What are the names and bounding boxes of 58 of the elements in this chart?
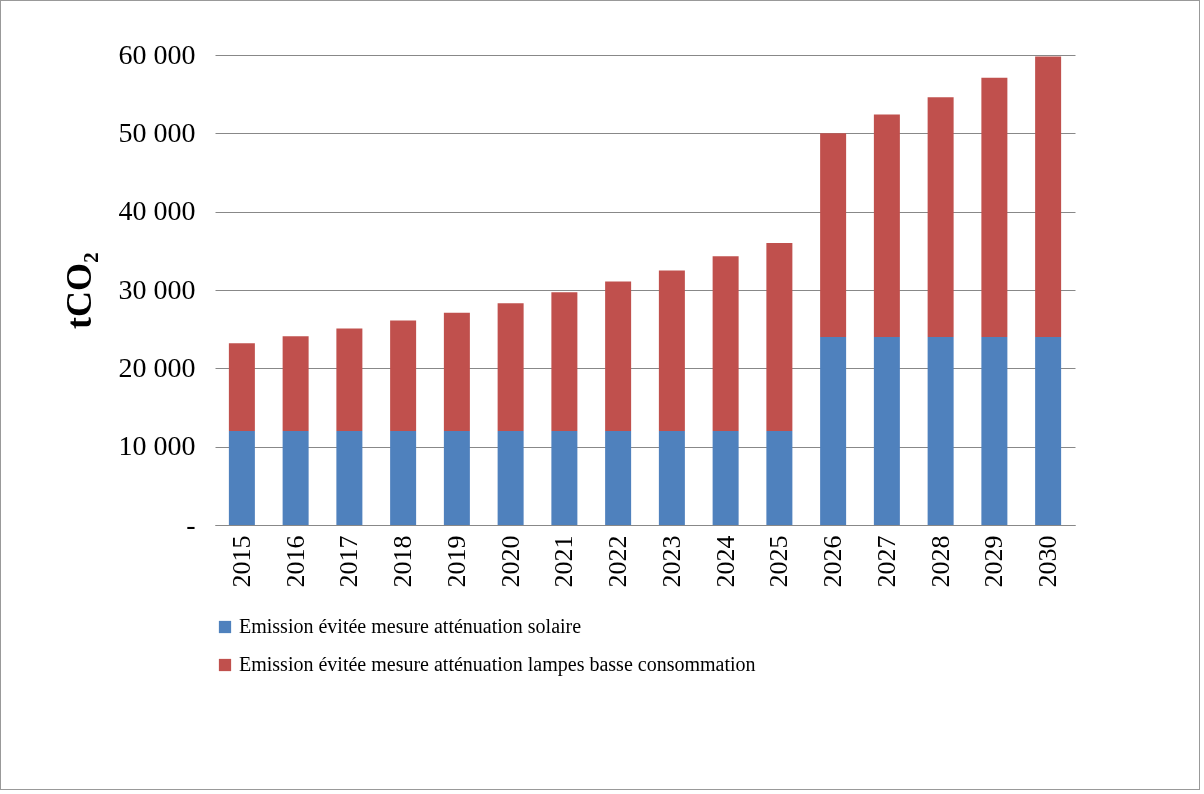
x-tick-label: 2019 [441, 535, 471, 588]
x-tick-label: 2021 [549, 535, 579, 588]
bar [443, 312, 470, 431]
bar [873, 114, 900, 337]
bar [551, 431, 578, 525]
y-tick-label: 60 000 [118, 38, 196, 70]
bar [1035, 337, 1062, 525]
bar [336, 328, 363, 431]
y-tick-label: 20 000 [118, 351, 196, 383]
x-tick-label: 2022 [603, 535, 633, 588]
bar [605, 431, 632, 525]
x-tick-label: 2023 [656, 535, 686, 588]
bar [658, 431, 685, 525]
bar [497, 431, 524, 525]
x-tick-label: 2029 [979, 535, 1009, 588]
legend-label: Emission évitée mesure atténuation lampes basse consommation [239, 653, 756, 676]
bar [927, 337, 954, 525]
bar [766, 243, 793, 431]
x-tick-label: 2016 [280, 535, 310, 588]
legend-label: Emission évitée mesure atténuation solaire [239, 615, 582, 637]
bar [981, 77, 1008, 337]
y-tick-label: 40 000 [118, 195, 196, 227]
bar [605, 281, 632, 431]
bar [712, 431, 739, 525]
bar [873, 337, 900, 525]
bar [1035, 56, 1062, 337]
bar [820, 133, 847, 337]
bar [336, 431, 363, 525]
x-tick-label: 2015 [226, 535, 256, 588]
x-tick-label: 2018 [388, 535, 418, 588]
bar [390, 320, 417, 431]
bar [927, 97, 954, 337]
y-tick-label: 10 000 [118, 430, 196, 462]
bar [497, 303, 524, 431]
bar [820, 337, 847, 525]
y-tick-label: 30 000 [118, 273, 196, 305]
x-tick-label: 2024 [710, 535, 740, 588]
y-axis-title: tCO₂ [58, 252, 99, 329]
bar [282, 431, 309, 525]
x-tick-label: 2026 [818, 535, 848, 588]
x-tick-label: 2017 [334, 535, 364, 588]
x-tick-label: 2027 [871, 535, 901, 588]
bar [228, 343, 255, 431]
x-tick-label: 2020 [495, 535, 525, 588]
x-tick-label: 2028 [925, 535, 955, 588]
x-tick-label: 2030 [1033, 535, 1063, 588]
y-tick-label: 50 000 [118, 116, 196, 148]
bar [390, 431, 417, 525]
bar [981, 337, 1008, 525]
bar [551, 292, 578, 431]
bar [712, 256, 739, 431]
bar [658, 270, 685, 431]
bar [443, 431, 470, 525]
bar [228, 431, 255, 525]
x-tick-label: 2025 [764, 535, 794, 588]
y-tick-label: - [186, 508, 196, 540]
bar [282, 336, 309, 431]
bar [766, 431, 793, 525]
